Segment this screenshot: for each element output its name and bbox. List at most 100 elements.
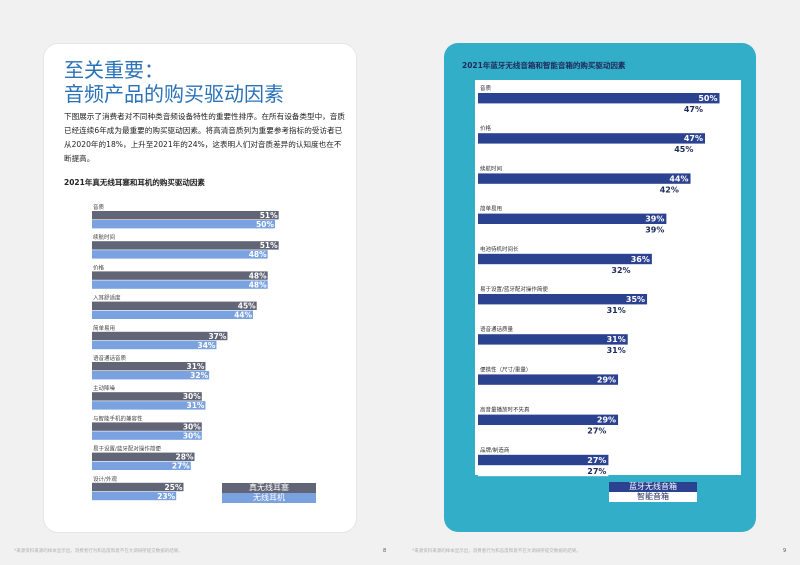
title-line-1: 至关重要：: [64, 58, 164, 82]
legend-label: 蓝牙无线音箱: [629, 482, 677, 491]
right-bar: [478, 133, 706, 144]
left-bar-value-label: 37%: [208, 332, 226, 341]
right-bar-value-label: 45%: [674, 145, 693, 154]
left-page-number: 8: [383, 548, 387, 554]
intro-paragraph: 下图展示了消费者对不同种类音频设备特性的重要性排序。在所有设备类型中，音质已经连…: [64, 112, 345, 163]
left-bar: [92, 422, 202, 431]
left-bar-value-label: 51%: [260, 211, 278, 220]
right-bar-value-label: 39%: [645, 226, 664, 235]
right-bar-value-label: 50%: [698, 94, 717, 103]
left-category-label: 续航时间: [93, 233, 115, 241]
legend-swatch: [222, 483, 316, 493]
right-bar-value-label: 27%: [587, 467, 606, 476]
right-bar: [478, 264, 633, 276]
right-bar-value-label: 44%: [669, 174, 688, 183]
legend-bluetooth-speaker: 蓝牙无线音箱: [609, 482, 697, 492]
right-category-label: 品牌/制造商: [480, 446, 510, 454]
left-bar-value-label: 30%: [183, 392, 201, 401]
left-bar: [92, 280, 268, 289]
left-bar-value-label: 27%: [172, 462, 190, 471]
left-bar: [92, 310, 254, 319]
left-category-label: 简单易用: [93, 324, 115, 332]
right-category-label: 简单易用: [480, 205, 502, 213]
left-bar: [92, 301, 257, 310]
right-bar: [478, 144, 696, 155]
left-bar-value-label: 28%: [176, 453, 194, 462]
left-bar: [92, 371, 210, 380]
left-bar-value-label: 48%: [249, 280, 267, 289]
right-bar: [478, 213, 667, 224]
legend-label: 无线耳机: [253, 493, 285, 502]
left-bar: [92, 331, 228, 341]
left-bar: [92, 271, 268, 280]
right-bar: [478, 305, 628, 316]
legend-wireless-headphones: 无线耳机: [222, 493, 316, 503]
page-title: 至关重要： 音频产品的购买驱动因素: [64, 58, 284, 106]
left-bar: [92, 340, 217, 350]
left-bar-value-label: 48%: [249, 250, 267, 259]
right-bar-value-label: 29%: [597, 375, 616, 384]
left-bar: [92, 401, 206, 410]
right-bar-value-label: 47%: [684, 134, 703, 143]
right-category-label: 音质: [480, 84, 492, 92]
left-bar-value-label: 31%: [187, 401, 205, 410]
left-bar-value-label: 30%: [183, 422, 201, 431]
left-bar-value-label: 50%: [256, 220, 274, 229]
left-category-label: 易于设置/蓝牙配对操作简便: [93, 445, 161, 453]
left-bar-value-label: 25%: [165, 483, 183, 492]
left-chart-title: 2021年真无线耳塞和耳机的购买驱动因素: [64, 178, 205, 187]
right-category-label: 价格: [480, 124, 492, 132]
right-bar-value-label: 35%: [626, 295, 645, 304]
legend-true-wireless: 真无线耳塞: [222, 483, 316, 493]
right-bar: [478, 224, 667, 235]
left-bar-value-label: 48%: [249, 271, 267, 280]
left-category-label: 入耳舒适度: [93, 294, 121, 302]
left-bar: [92, 362, 206, 371]
right-category-label: 续航时间: [480, 164, 502, 172]
right-category-label: 语音通话质量: [480, 325, 514, 333]
right-category-label: 便携性（尺寸/重量）: [480, 365, 531, 373]
right-bar-value-label: 36%: [631, 255, 650, 264]
right-bar: [478, 294, 648, 305]
right-bar: [478, 173, 691, 184]
left-bar: [92, 431, 202, 440]
right-bar-value-label: 39%: [645, 215, 664, 224]
left-category-label: 与智能手机的兼容性: [93, 414, 143, 422]
right-bar-value-label: 31%: [607, 306, 626, 315]
right-bar-value-label: 27%: [587, 456, 606, 465]
legend-swatch: [609, 482, 697, 492]
right-bar: [478, 374, 619, 385]
left-bar: [92, 211, 279, 220]
legend-label: 智能音箱: [637, 492, 669, 501]
left-bar: [92, 250, 268, 259]
left-category-label: 主动降噪: [93, 384, 116, 392]
right-category-label: 高音量播放时不失真: [480, 406, 530, 414]
right-bar-value-label: 27%: [587, 427, 606, 436]
title-line-2: 音频产品的购买驱动因素: [64, 82, 284, 106]
left-bar: [92, 392, 202, 401]
left-category-label: 语音通话音质: [93, 354, 127, 362]
left-bar: [92, 452, 195, 461]
left-category-label: 设计/外观: [93, 475, 117, 483]
right-bar-value-label: 47%: [684, 105, 703, 114]
right-bar: [478, 465, 609, 477]
left-bar-value-label: 34%: [197, 341, 215, 350]
right-bar: [478, 253, 652, 265]
left-bar: [92, 482, 184, 492]
right-bar: [478, 454, 609, 466]
left-bar: [92, 491, 177, 501]
left-category-label: 价格: [93, 263, 105, 271]
left-bar-value-label: 32%: [190, 371, 208, 380]
right-bar-value-label: 29%: [597, 416, 616, 425]
right-bar: [478, 334, 628, 345]
right-bar-value-label: 32%: [611, 266, 630, 275]
left-bar-value-label: 31%: [187, 362, 205, 371]
left-bar-value-label: 44%: [234, 311, 252, 320]
right-footnote: *来源资料来源的样本显示出，消费者行为和态度和意不在大调研所提交数据的结果。: [412, 549, 581, 554]
right-bar: [478, 93, 720, 104]
left-bar: [92, 220, 275, 229]
left-bar: [92, 461, 191, 470]
left-category-label: 音质: [93, 203, 105, 211]
